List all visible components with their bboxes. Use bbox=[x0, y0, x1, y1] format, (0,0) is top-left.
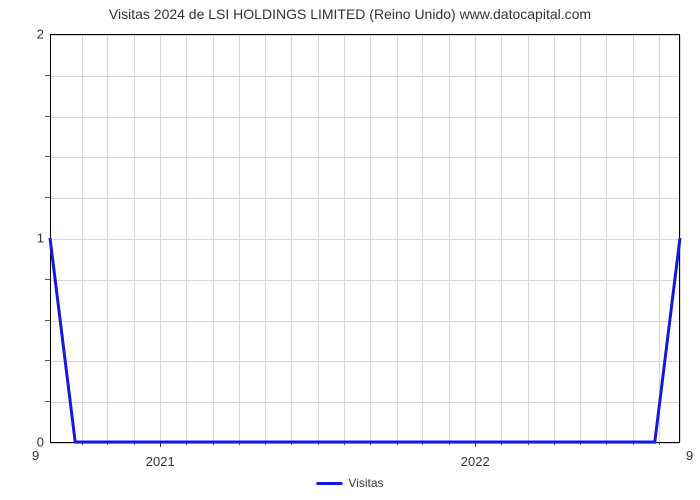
corner-label-right: 9 bbox=[686, 448, 693, 463]
series-line bbox=[50, 238, 680, 442]
data-line-svg bbox=[50, 34, 680, 442]
y-tick-label: 1 bbox=[37, 231, 44, 246]
x-tick-label: 2021 bbox=[146, 454, 175, 469]
chart-container: Visitas 2024 de LSI HOLDINGS LIMITED (Re… bbox=[0, 6, 700, 500]
legend: Visitas bbox=[316, 476, 383, 490]
x-tick-label: 2022 bbox=[461, 454, 490, 469]
x-minor-tick bbox=[659, 442, 660, 445]
y-tick-label: 2 bbox=[37, 27, 44, 42]
chart-title: Visitas 2024 de LSI HOLDINGS LIMITED (Re… bbox=[0, 6, 700, 22]
legend-label: Visitas bbox=[348, 476, 383, 490]
corner-label-left: 9 bbox=[32, 448, 39, 463]
legend-swatch bbox=[316, 482, 342, 485]
